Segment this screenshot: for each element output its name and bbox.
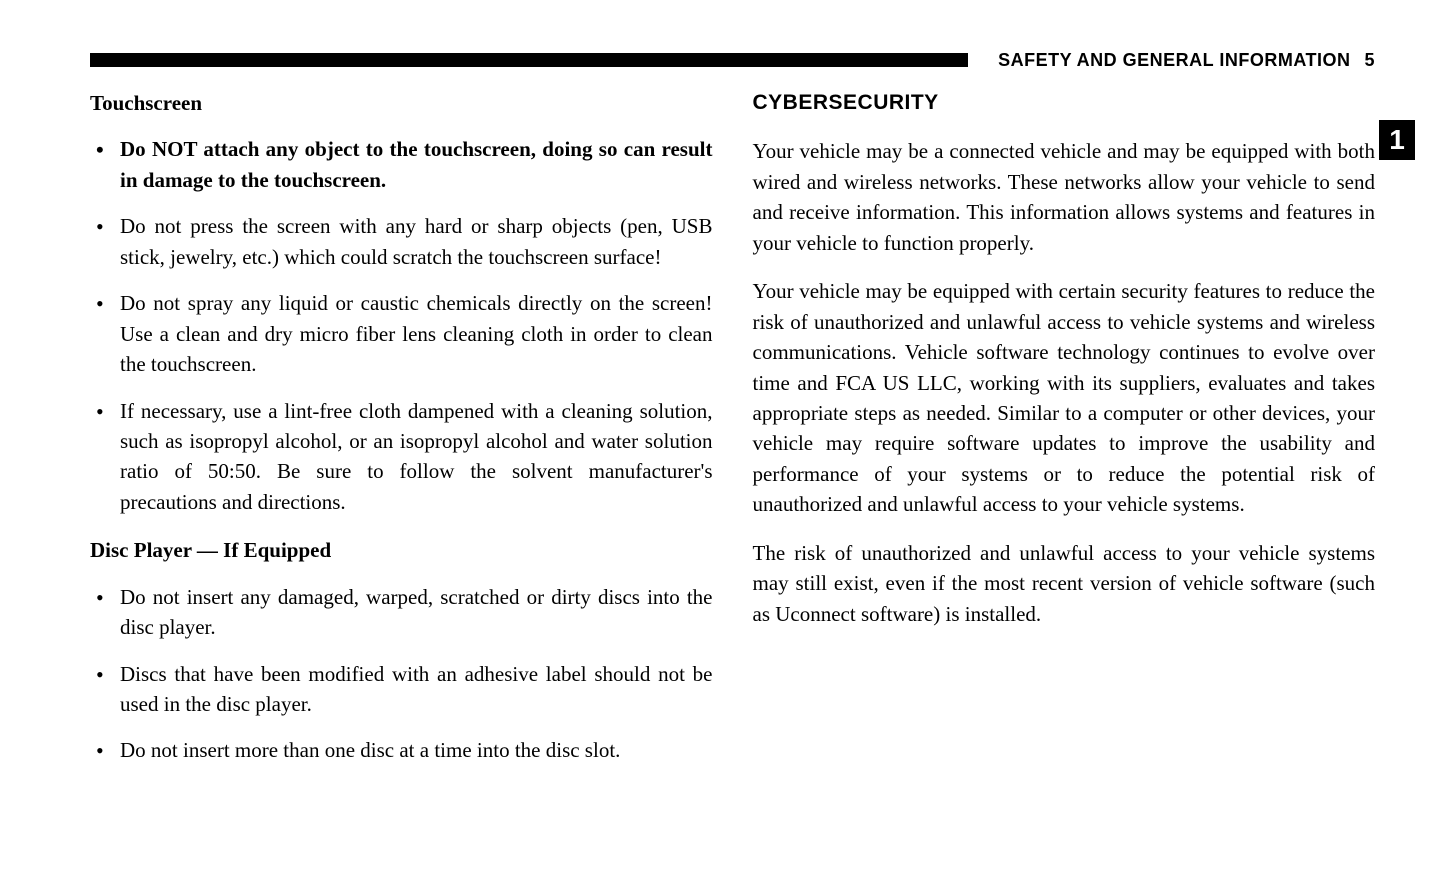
touchscreen-heading: Touchscreen	[90, 88, 713, 118]
paragraph: Your vehicle may be a connected vehicle …	[753, 136, 1376, 258]
section-tab: 1	[1379, 120, 1415, 160]
page-number: 5	[1364, 50, 1375, 71]
disc-player-heading: Disc Player — If Equipped	[90, 535, 713, 565]
list-item: If necessary, use a lint-free cloth damp…	[90, 396, 713, 518]
touchscreen-list: Do NOT attach any object to the touchscr…	[90, 134, 713, 517]
list-item: Do not press the screen with any hard or…	[90, 211, 713, 272]
section-tab-number: 1	[1389, 124, 1405, 156]
left-column: Touchscreen Do NOT attach any object to …	[90, 88, 713, 784]
list-item: Discs that have been modified with an ad…	[90, 659, 713, 720]
cybersecurity-heading: CYBERSECURITY	[753, 88, 1376, 118]
list-item: Do NOT attach any object to the touchscr…	[90, 134, 713, 195]
list-item: Do not spray any liquid or caustic chemi…	[90, 288, 713, 379]
header-rule	[90, 53, 968, 67]
paragraph: Your vehicle may be equipped with certai…	[753, 276, 1376, 520]
paragraph: The risk of unauthorized and unlawful ac…	[753, 538, 1376, 629]
disc-player-list: Do not insert any damaged, warped, scrat…	[90, 582, 713, 766]
page-header: SAFETY AND GENERAL INFORMATION 5	[90, 50, 1375, 70]
list-item: Do not insert any damaged, warped, scrat…	[90, 582, 713, 643]
document-page: SAFETY AND GENERAL INFORMATION 5 1 Touch…	[0, 0, 1445, 834]
header-section-title: SAFETY AND GENERAL INFORMATION	[998, 50, 1350, 71]
list-item: Do not insert more than one disc at a ti…	[90, 735, 713, 765]
right-column: CYBERSECURITY Your vehicle may be a conn…	[753, 88, 1376, 784]
two-column-layout: Touchscreen Do NOT attach any object to …	[90, 88, 1375, 784]
